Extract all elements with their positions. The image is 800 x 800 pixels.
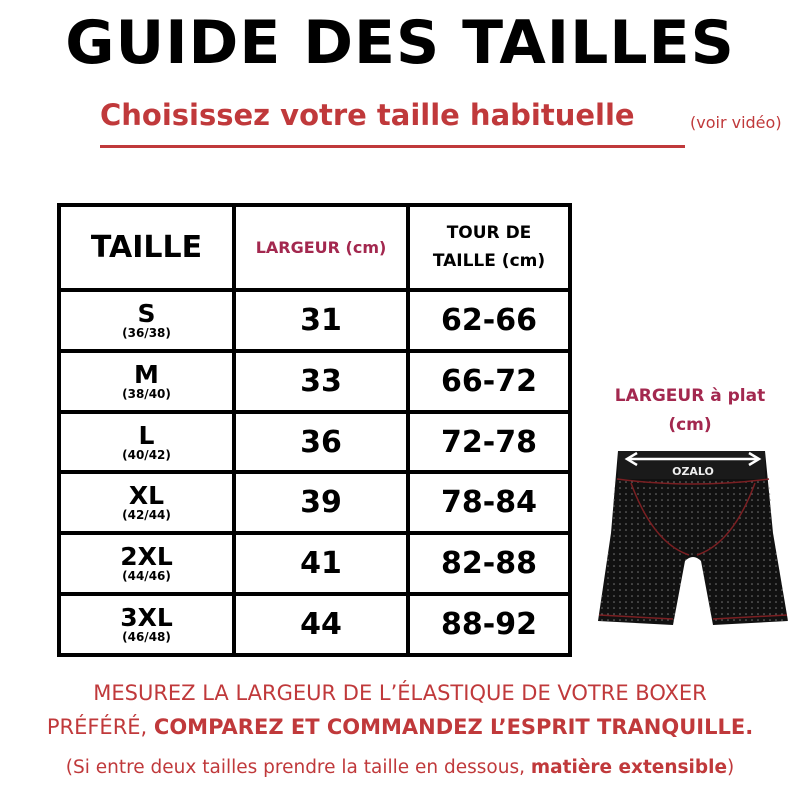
fr-size: (44/46) [122,569,171,584]
tour-cell: 78-84 [406,470,572,536]
table-row: S (36/38) 31 62-66 [57,287,572,353]
table-row: M (38/40) 33 66-72 [57,348,572,414]
size-cell: 3XL (46/48) [57,592,236,657]
boxer-waistband [618,451,765,479]
size-label: 2XL [120,542,173,572]
header-largeur: LARGEUR (cm) [232,203,410,292]
tour-cell: 72-78 [406,409,572,475]
measure-instructions: MESUREZ LA LARGEUR DE L’ÉLASTIQUE DE VOT… [0,676,800,744]
note-line3-regular: (Si entre deux tailles prendre la taille… [65,757,531,778]
size-label: L [138,420,155,450]
header-tour-line1: TOUR DE [446,223,532,244]
video-note: (voir vidéo) [690,113,782,132]
size-label: S [137,298,156,328]
fr-size: (42/44) [122,508,171,523]
size-label: M [134,359,159,389]
header-tour-line2: TAILLE (cm) [432,251,546,272]
size-cell: 2XL (44/46) [57,531,236,597]
subtitle: Choisissez votre taille habituelle [100,98,635,132]
note-line1: MESUREZ LA LARGEUR DE L’ÉLASTIQUE DE VOT… [93,681,707,705]
size-cell: M (38/40) [57,348,236,414]
width-arrow-icon [624,451,762,467]
largeur-plat-line2: (cm) [668,415,712,435]
fr-size: (38/40) [122,386,171,401]
table-row: 3XL (46/48) 44 88-92 [57,592,572,657]
between-sizes-note: (Si entre deux tailles prendre la taille… [0,757,800,778]
page-title: GUIDE DES TAILLES [65,8,735,78]
largeur-cell: 44 [232,592,410,657]
tour-cell: 88-92 [406,592,572,657]
largeur-cell: 36 [232,409,410,475]
fr-size: (46/48) [122,630,171,645]
boxer-mesh [598,479,788,625]
largeur-plat-label: LARGEUR à plat (cm) [590,382,790,440]
subtitle-underline [100,145,685,148]
header-taille: TAILLE [57,203,236,292]
brand-logo: OZALO [672,465,714,478]
size-cell: S (36/38) [57,287,236,353]
table-row: XL (42/44) 39 78-84 [57,470,572,536]
size-cell: L (40/42) [57,409,236,475]
table-row: L (40/42) 36 72-78 [57,409,572,475]
largeur-plat-line1: LARGEUR à plat [614,386,766,406]
fr-size: (36/38) [122,325,171,340]
size-table: TAILLE LARGEUR (cm) TOUR DE TAILLE (cm) … [57,203,572,657]
note-line2-regular: PRÉFÉRÉ, [46,715,154,739]
largeur-cell: 33 [232,348,410,414]
note-line2-bold: COMPAREZ ET COMMANDEZ L’ESPRIT TRANQUILL… [153,715,754,739]
table-row: 2XL (44/46) 41 82-88 [57,531,572,597]
note-line3-bold: matière extensible [530,757,728,778]
fr-size: (40/42) [122,447,171,462]
tour-cell: 82-88 [406,531,572,597]
tour-cell: 62-66 [406,287,572,353]
size-cell: XL (42/44) [57,470,236,536]
tour-cell: 66-72 [406,348,572,414]
largeur-cell: 39 [232,470,410,536]
header-tour: TOUR DE TAILLE (cm) [406,203,572,292]
boxer-illustration: OZALO [598,451,788,625]
table-header-row: TAILLE LARGEUR (cm) TOUR DE TAILLE (cm) [57,203,572,292]
size-label: XL [128,481,165,511]
size-label: 3XL [120,603,173,633]
note-line3-end: ) [727,757,735,778]
largeur-cell: 31 [232,287,410,353]
largeur-cell: 41 [232,531,410,597]
